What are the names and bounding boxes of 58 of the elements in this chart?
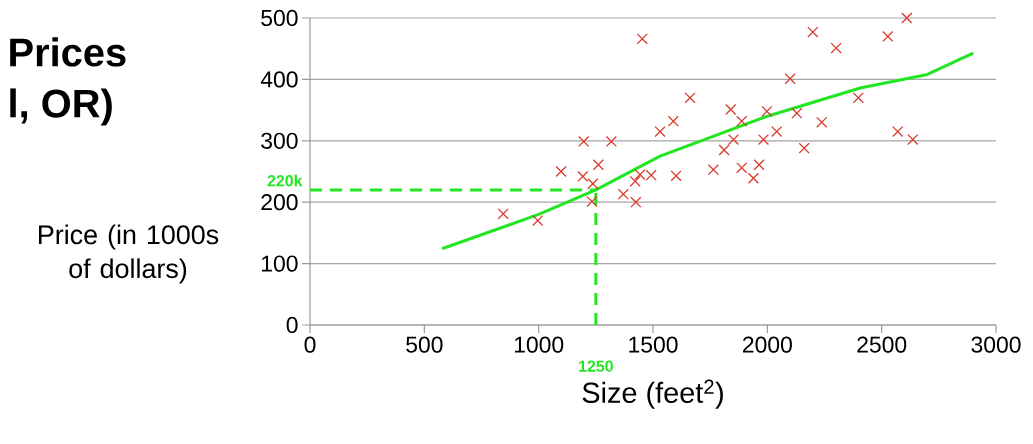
point	[852, 92, 864, 104]
point	[578, 135, 590, 147]
x-tick-label: 2500	[857, 336, 907, 353]
point	[684, 92, 696, 104]
ref-line-label: 220k	[267, 174, 303, 187]
y-tick-label: 100	[262, 255, 298, 272]
point	[761, 105, 773, 117]
point	[725, 103, 737, 116]
point	[791, 107, 803, 119]
point	[577, 170, 589, 182]
x-tick-label: 500	[406, 336, 443, 353]
point	[907, 133, 919, 146]
point	[718, 144, 730, 156]
y-tick-label: 300	[261, 132, 298, 149]
y-tick-label: 0	[286, 316, 298, 334]
point	[605, 135, 617, 147]
point	[736, 115, 748, 127]
x-tick-label: 3000	[971, 336, 1021, 353]
point	[830, 42, 842, 54]
x-tick-label: 1500	[629, 336, 678, 353]
point	[497, 208, 509, 220]
point	[753, 159, 765, 171]
text: l, OR)	[10, 88, 112, 126]
y-tick-label: 400	[260, 71, 298, 88]
point	[707, 164, 719, 176]
y-tick-label: 500	[261, 9, 298, 27]
point	[617, 188, 629, 200]
point	[757, 133, 770, 146]
point	[901, 12, 913, 24]
point	[816, 116, 828, 128]
point	[630, 196, 642, 208]
point	[784, 73, 796, 85]
point	[654, 125, 666, 138]
y-axis-title: Price (in 1000s of dollars)	[39, 224, 219, 284]
x-tick-label: 1000	[514, 336, 564, 353]
point	[771, 125, 783, 138]
point	[586, 195, 598, 208]
x-tick-label: 2000	[743, 336, 792, 353]
point	[636, 33, 648, 45]
point	[892, 125, 904, 138]
x-tick-label: 0	[304, 336, 316, 353]
y-tick-label: 200	[261, 194, 298, 211]
point	[670, 170, 682, 182]
point	[727, 133, 740, 146]
point	[587, 178, 599, 190]
point	[747, 172, 759, 184]
point	[798, 142, 810, 154]
point	[736, 162, 748, 174]
point	[882, 30, 894, 42]
point	[807, 26, 819, 38]
point	[555, 165, 567, 178]
point	[592, 159, 604, 171]
point	[629, 175, 641, 187]
point	[667, 115, 679, 127]
ref-line-label: 1250	[579, 360, 613, 372]
chart-title: Prices	[10, 37, 126, 67]
point	[532, 215, 544, 227]
x-axis-title: Size (feet$^{2}$)	[582, 379, 723, 409]
